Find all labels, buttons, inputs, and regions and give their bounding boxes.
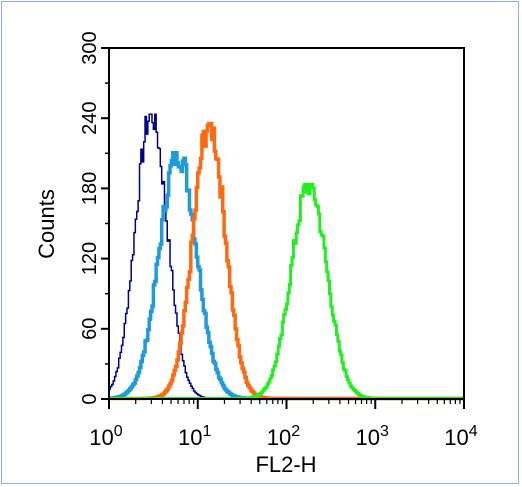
x-axis: 100 101 102 103 104 (89, 399, 478, 450)
histogram-series-3 (109, 121, 464, 401)
x-tick-label: 102 (267, 423, 300, 450)
y-tick-label: 180 (79, 172, 101, 205)
x-axis-label: FL2-H (255, 452, 316, 477)
histogram-series-2 (108, 151, 464, 401)
x-tick-label: 103 (356, 423, 389, 450)
y-tick-label: 300 (79, 31, 101, 64)
y-tick-label: 60 (79, 318, 101, 340)
x-tick-label: 101 (178, 423, 211, 450)
x-tick-label: 104 (444, 423, 477, 450)
y-tick-label: 0 (79, 393, 101, 404)
x-tick-label: 100 (89, 423, 122, 450)
y-tick-label: 240 (79, 102, 101, 135)
histogram-series-1 (109, 113, 464, 400)
y-axis-label: Counts (34, 189, 59, 259)
y-tick-label: 120 (79, 242, 101, 275)
y-axis: 0 60 120 180 240 300 (79, 31, 109, 405)
